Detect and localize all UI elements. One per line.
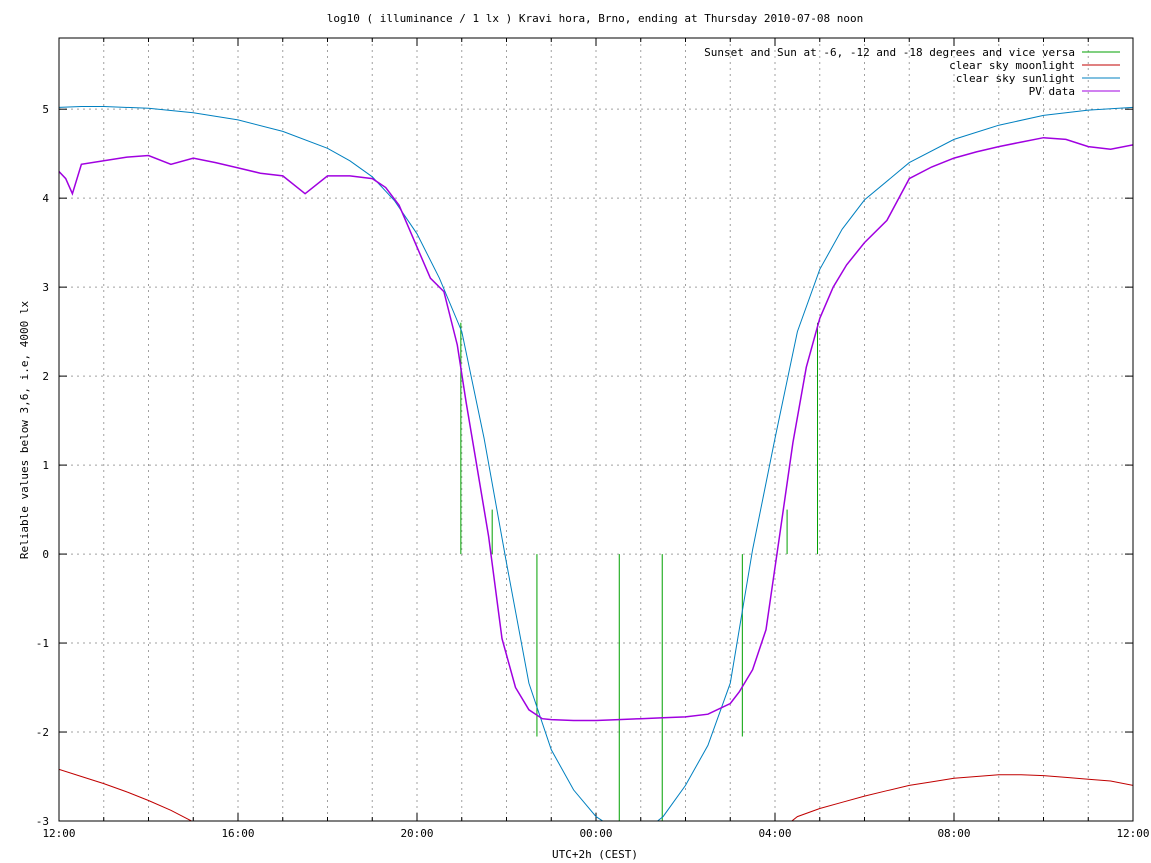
y-tick-label: -3 bbox=[36, 815, 49, 828]
x-tick-label: 16:00 bbox=[221, 827, 254, 840]
axis-ticks: 12:00 16:00 20:00 00:00 04:00 08:00 12:00-3-2-… bbox=[36, 38, 1150, 840]
series-line bbox=[59, 136, 1133, 722]
y-tick-label: 1 bbox=[42, 459, 49, 472]
x-tick-label: 04:00 bbox=[758, 827, 791, 840]
y-tick-label: 4 bbox=[42, 192, 49, 205]
y-axis-label: Reliable values below 3,6, i.e, 4000 lx bbox=[18, 300, 31, 559]
chart-title: log10 ( illuminance / 1 lx ) Kravi hora,… bbox=[327, 12, 863, 25]
plot-border bbox=[58, 37, 1134, 822]
x-tick-label: 00:00 bbox=[579, 827, 612, 840]
legend-label: PV data bbox=[1029, 85, 1075, 98]
x-tick-label: 12:00 bbox=[1116, 827, 1149, 840]
y-tick-label: 2 bbox=[42, 370, 49, 383]
legend-label: clear sky sunlight bbox=[956, 72, 1075, 85]
x-tick-label: 20:00 bbox=[400, 827, 433, 840]
y-tick-label: -2 bbox=[36, 726, 49, 739]
series-line bbox=[59, 768, 193, 821]
grid bbox=[59, 38, 1133, 821]
y-tick-label: 3 bbox=[42, 281, 49, 294]
series-line bbox=[791, 774, 1133, 821]
legend-label: Sunset and Sun at -6, -12 and -18 degree… bbox=[704, 46, 1075, 59]
x-tick-label: 08:00 bbox=[937, 827, 970, 840]
y-tick-label: 0 bbox=[42, 548, 49, 561]
y-tick-label: 5 bbox=[42, 103, 49, 116]
legend-label: clear sky moonlight bbox=[949, 59, 1075, 72]
x-tick-label: 12:00 bbox=[42, 827, 75, 840]
legend: Sunset and Sun at -6, -12 and -18 degree… bbox=[704, 46, 1120, 98]
series-line bbox=[59, 106, 1133, 821]
x-axis-label: UTC+2h (CEST) bbox=[552, 848, 638, 861]
y-tick-label: -1 bbox=[36, 637, 49, 650]
plot-area bbox=[59, 106, 1133, 821]
